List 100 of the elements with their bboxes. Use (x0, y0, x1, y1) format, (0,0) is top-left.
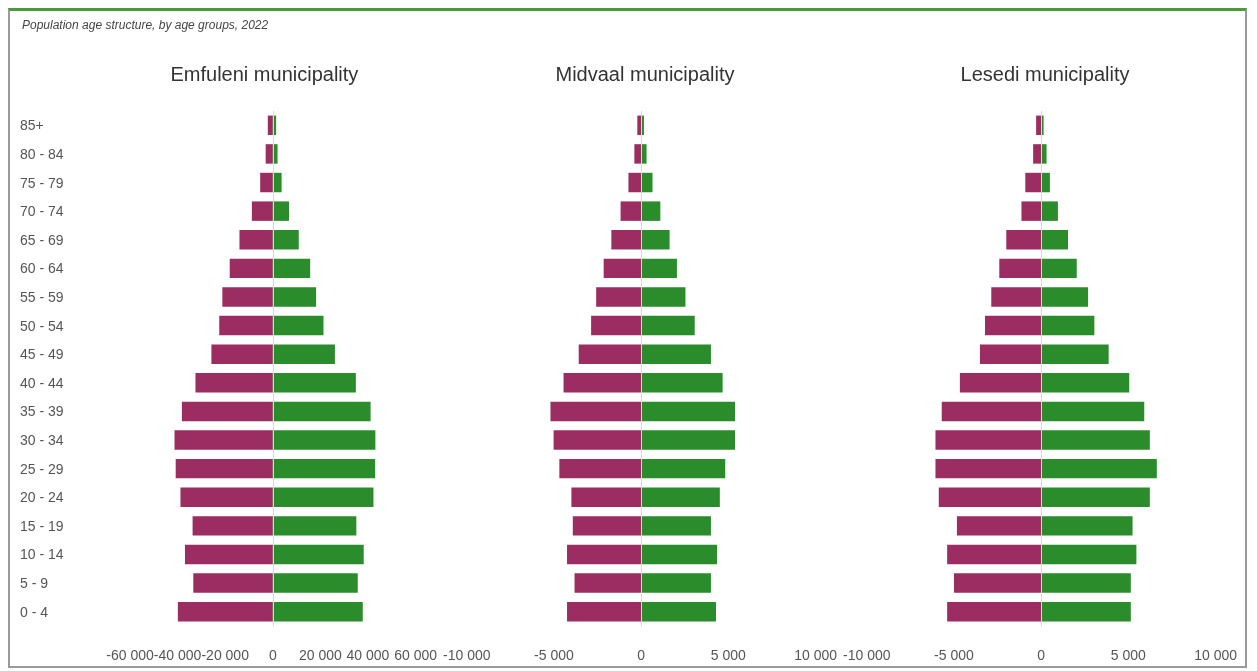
y-tick-label: 70 - 74 (20, 203, 64, 220)
x-tick-label: 20 000 (298, 647, 343, 663)
x-tick-label: 40 000 (346, 647, 390, 663)
bar (641, 573, 711, 593)
bar (1041, 601, 1131, 622)
bar (1041, 373, 1130, 393)
bar (550, 401, 642, 422)
bar (641, 516, 711, 536)
text: Population age structure, by age groups, 2022 (22, 18, 269, 32)
bar (596, 287, 642, 307)
x-tick-label: 0 (268, 647, 277, 663)
bar (1041, 487, 1150, 507)
x-tick-label: -40 000 (153, 647, 202, 663)
x-tick-label: 0 (1037, 647, 1046, 663)
bar (620, 201, 642, 221)
bar (272, 201, 289, 221)
bar (272, 287, 317, 307)
bar (1025, 172, 1042, 193)
bar (193, 573, 273, 593)
x-tick-label: 5 000 (1110, 647, 1147, 663)
y-tick-label: 20 - 24 (20, 489, 64, 506)
bar (641, 544, 718, 565)
bar (272, 401, 371, 422)
bar (637, 115, 642, 136)
x-tick-label: 0 (637, 647, 646, 663)
bar (1041, 201, 1058, 221)
bar (272, 373, 356, 393)
bar (272, 344, 335, 364)
bar (1041, 544, 1137, 565)
bar (177, 601, 273, 622)
x-tick-label: -5 000 (934, 647, 975, 663)
bar (641, 201, 661, 221)
bar (591, 315, 642, 336)
bar (941, 401, 1042, 422)
bar (174, 430, 273, 450)
bar (180, 487, 273, 507)
bar (192, 516, 273, 536)
y-tick-label: 5 - 9 (20, 575, 49, 592)
bar (265, 144, 273, 164)
chart-title: Emfuleni municipality (170, 63, 359, 85)
x-tick-label: 5 000 (710, 647, 747, 663)
bar (611, 230, 642, 250)
bar (229, 258, 273, 279)
bar (641, 401, 736, 422)
bar (991, 287, 1042, 307)
bar (272, 258, 311, 279)
bar (272, 315, 324, 336)
x-tick-label: -5 000 (534, 647, 575, 663)
bar (959, 373, 1042, 393)
bar (571, 487, 642, 507)
bar (1041, 401, 1145, 422)
bar (574, 573, 642, 593)
y-tick-label: 55 - 59 (20, 288, 64, 305)
bar (175, 458, 273, 479)
bar (272, 230, 299, 250)
bar (1041, 516, 1133, 536)
bar (272, 458, 376, 479)
bar (628, 172, 642, 193)
y-tick-label: 15 - 19 (20, 517, 64, 534)
x-tick-label: 10 000 (794, 647, 838, 663)
bar (1041, 430, 1150, 450)
y-tick-label: 50 - 54 (20, 317, 64, 334)
bar (985, 315, 1042, 336)
x-tick-label: 60 000 (394, 647, 438, 663)
bar (272, 516, 357, 536)
bar (935, 430, 1042, 450)
x-tick-label: 10 000 (1194, 647, 1238, 663)
x-tick-label: -10 000 (843, 647, 891, 663)
bar (1036, 115, 1042, 136)
bar (219, 315, 273, 336)
bar (553, 430, 642, 450)
bar (572, 516, 642, 536)
bar (267, 115, 273, 136)
x-tick-label: -20 000 (201, 647, 250, 663)
bar (947, 601, 1042, 622)
bar (1041, 230, 1069, 250)
bar (559, 458, 642, 479)
bar (935, 458, 1042, 479)
chart-title: Midvaal municipality (555, 63, 735, 85)
bar (641, 230, 670, 250)
bar (1041, 258, 1077, 279)
y-tick-label: 0 - 4 (20, 603, 49, 620)
bar (260, 172, 273, 193)
bar (956, 516, 1042, 536)
bar (563, 373, 642, 393)
bar (641, 487, 720, 507)
y-tick-label: 10 - 14 (20, 546, 64, 563)
bar (239, 230, 273, 250)
bar (953, 573, 1042, 593)
bar (578, 344, 642, 364)
bar (272, 544, 364, 565)
y-tick-label: 30 - 34 (20, 432, 64, 449)
bar (999, 258, 1042, 279)
y-tick-label: 75 - 79 (20, 174, 64, 191)
y-tick-label: 60 - 64 (20, 260, 64, 277)
bar (251, 201, 273, 221)
bar (641, 287, 686, 307)
bar (641, 430, 736, 450)
x-tick-label: -10 000 (443, 647, 491, 663)
bar (567, 601, 642, 622)
